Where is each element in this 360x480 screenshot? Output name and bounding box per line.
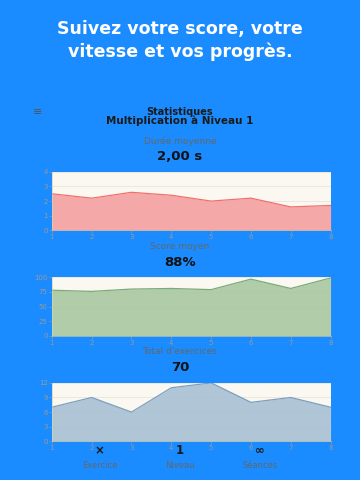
Text: Score moyen: Score moyen	[150, 241, 210, 251]
Text: 2,00 s: 2,00 s	[157, 150, 203, 163]
Text: Statistiques: Statistiques	[147, 107, 213, 117]
Text: ∞: ∞	[255, 444, 265, 457]
Text: 70: 70	[171, 361, 189, 374]
Text: Niveau: Niveau	[165, 461, 195, 470]
Text: 1: 1	[176, 444, 184, 457]
Text: Total d'exercices: Total d'exercices	[143, 347, 217, 356]
Text: Suivez votre score, votre
vitesse et vos progrès.: Suivez votre score, votre vitesse et vos…	[57, 20, 303, 61]
Text: Exercice: Exercice	[82, 461, 118, 470]
Text: ×: ×	[95, 444, 105, 457]
Text: 88%: 88%	[164, 256, 196, 269]
Text: Durée moyenne: Durée moyenne	[144, 136, 216, 145]
Text: Séances: Séances	[243, 461, 278, 470]
Text: Multiplication à Niveau 1: Multiplication à Niveau 1	[106, 115, 254, 126]
Text: ≡: ≡	[33, 107, 42, 117]
